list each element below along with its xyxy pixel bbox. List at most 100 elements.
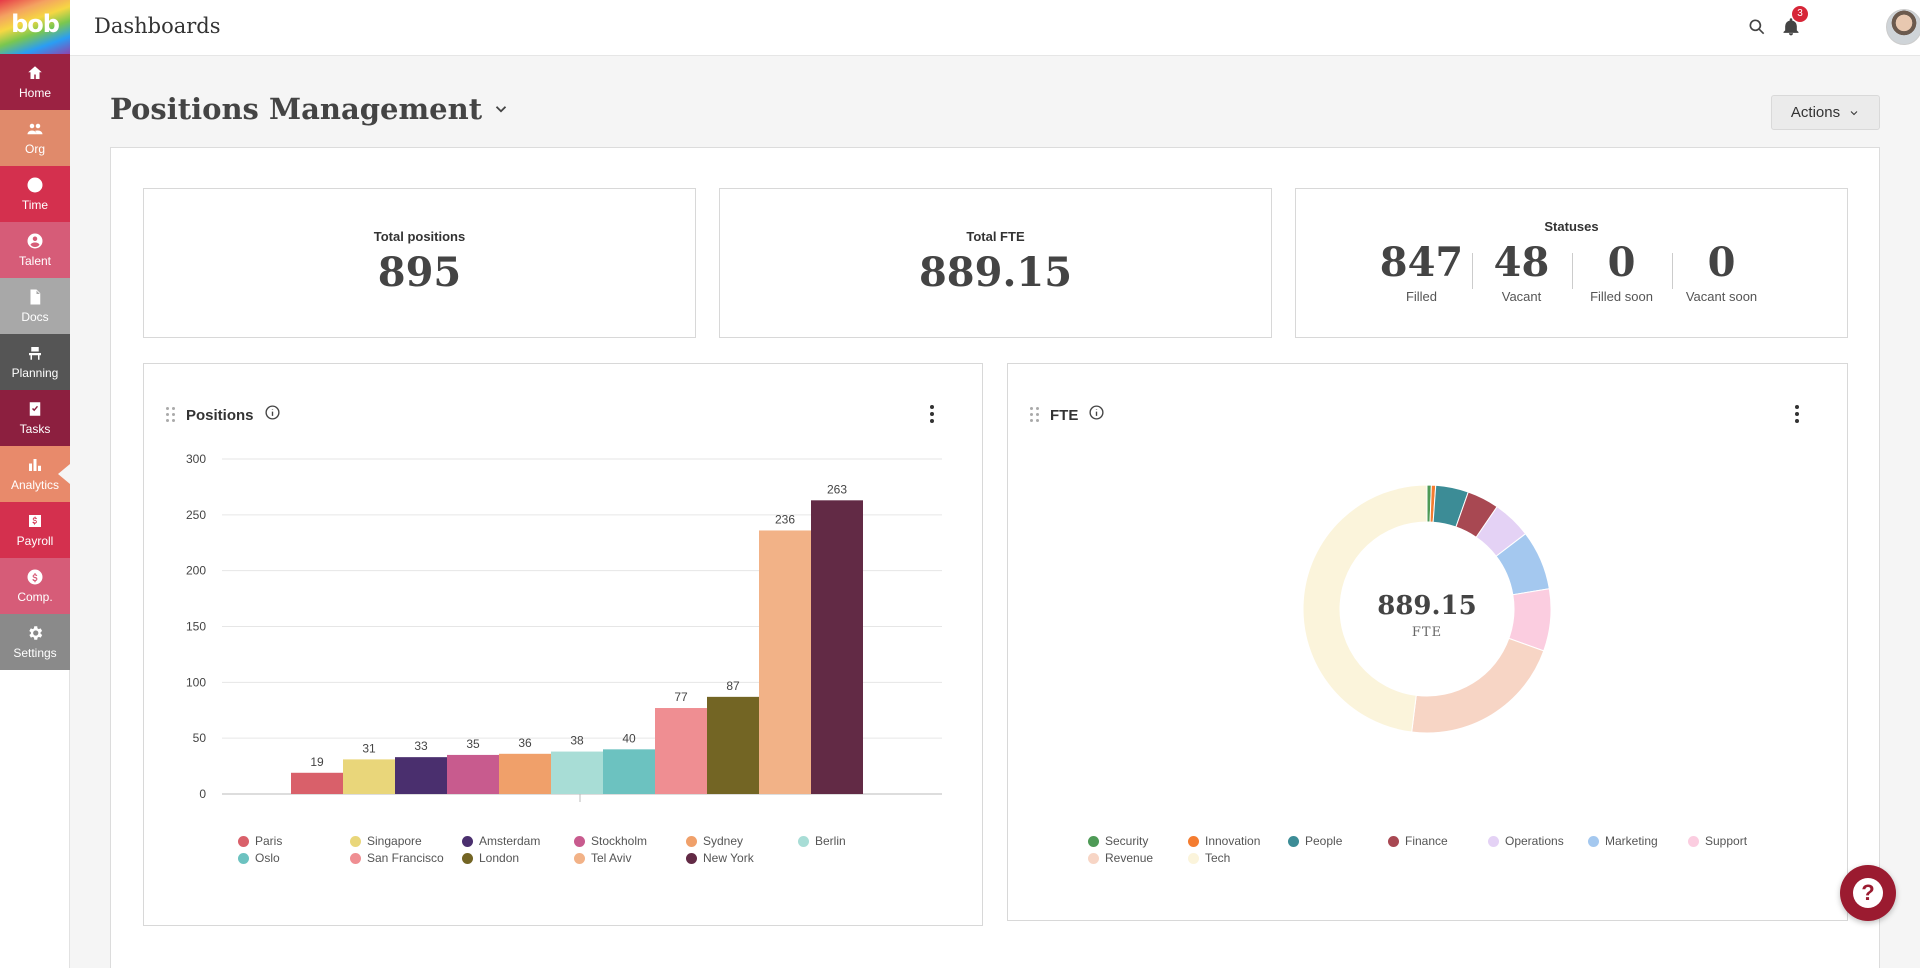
search-icon bbox=[1749, 19, 1765, 35]
legend-item[interactable]: Berlin bbox=[798, 834, 898, 848]
search-button[interactable] bbox=[1744, 14, 1770, 40]
y-tick-label: 0 bbox=[199, 787, 206, 801]
sidebar-item-org[interactable]: Org bbox=[0, 110, 70, 166]
y-tick-label: 300 bbox=[186, 452, 206, 466]
status-vacant: 48 Vacant bbox=[1471, 241, 1572, 304]
legend-swatch bbox=[1088, 852, 1099, 864]
legend-item[interactable]: Stockholm bbox=[574, 834, 686, 848]
sidebar-item-home[interactable]: Home bbox=[0, 54, 70, 110]
bar-new-york[interactable] bbox=[811, 500, 863, 794]
status-value: 847 bbox=[1379, 239, 1464, 286]
legend-swatch bbox=[686, 835, 697, 847]
bell-icon bbox=[1783, 18, 1799, 36]
legend-label: Innovation bbox=[1205, 834, 1261, 848]
legend-swatch bbox=[1188, 835, 1199, 847]
sidebar: bob Home Org Time Talent Docs Planning Tasks An… bbox=[0, 0, 70, 968]
dashboard-selector[interactable]: Positions Management bbox=[110, 92, 510, 126]
sidebar-item-planning[interactable]: Planning bbox=[0, 334, 70, 390]
bob-logo[interactable]: bob bbox=[0, 0, 70, 54]
more-options-icon[interactable] bbox=[922, 402, 942, 426]
sidebar-item-docs[interactable]: Docs bbox=[0, 278, 70, 334]
legend-item[interactable]: Marketing bbox=[1588, 834, 1688, 848]
bar-paris[interactable] bbox=[291, 772, 343, 794]
legend-item[interactable]: Revenue bbox=[1088, 851, 1188, 865]
planning-icon bbox=[29, 347, 41, 360]
legend-item[interactable]: Support bbox=[1688, 834, 1778, 848]
legend-item[interactable]: Amsterdam bbox=[462, 834, 574, 848]
bar-london[interactable] bbox=[707, 696, 759, 794]
legend-item[interactable]: New York bbox=[686, 851, 798, 865]
positions-widget: Positions 0 50 100 150 200 250 300 19 31 33 35 36 38… bbox=[143, 363, 983, 926]
legend-item[interactable]: Singapore bbox=[350, 834, 462, 848]
legend-label: Sydney bbox=[703, 834, 744, 848]
legend-item[interactable]: Tel Aviv bbox=[574, 851, 686, 865]
sidebar-item-time[interactable]: Time bbox=[0, 166, 70, 222]
bar-stockholm[interactable] bbox=[447, 754, 499, 794]
legend-item[interactable]: Oslo bbox=[238, 851, 350, 865]
app-section-title: Dashboards bbox=[94, 14, 221, 38]
help-button[interactable]: ? bbox=[1840, 865, 1896, 921]
sidebar-item-talent[interactable]: Talent bbox=[0, 222, 70, 278]
home-icon bbox=[28, 66, 42, 79]
legend-swatch bbox=[462, 835, 473, 847]
user-avatar[interactable] bbox=[1886, 9, 1920, 45]
legend-item[interactable]: People bbox=[1288, 834, 1388, 848]
more-options-icon[interactable] bbox=[1787, 402, 1807, 426]
bar-sydney[interactable] bbox=[499, 753, 551, 794]
actions-label: Actions bbox=[1790, 104, 1841, 121]
payroll-icon bbox=[29, 515, 41, 527]
bar-value-label: 77 bbox=[674, 690, 688, 704]
positions-legend: Paris Singapore Amsterdam Stockholm Sydney Be… bbox=[238, 834, 898, 865]
legend-item[interactable]: Security bbox=[1088, 834, 1188, 848]
legend-label: People bbox=[1305, 834, 1343, 848]
status-filled-soon: 0 Filled soon bbox=[1571, 241, 1672, 304]
info-icon[interactable] bbox=[264, 404, 281, 426]
bar-singapore[interactable] bbox=[343, 759, 395, 794]
bar-oslo[interactable] bbox=[603, 749, 655, 794]
drag-handle-icon[interactable] bbox=[1030, 407, 1040, 423]
y-tick-label: 100 bbox=[186, 675, 206, 689]
bar-value-label: 35 bbox=[466, 737, 480, 751]
sidebar-item-tasks[interactable]: Tasks bbox=[0, 390, 70, 446]
bar-amsterdam[interactable] bbox=[395, 757, 447, 794]
widget-header: Positions bbox=[166, 404, 281, 426]
sidebar-item-label: Home bbox=[18, 86, 51, 100]
legend-item[interactable]: San Francisco bbox=[350, 851, 462, 865]
legend-item[interactable]: London bbox=[462, 851, 574, 865]
bar-tel-aviv[interactable] bbox=[759, 530, 811, 794]
legend-label: Marketing bbox=[1605, 834, 1658, 848]
legend-label: Support bbox=[1705, 834, 1748, 848]
legend-item[interactable]: Paris bbox=[238, 834, 350, 848]
legend-label: Security bbox=[1105, 834, 1149, 848]
legend-item[interactable]: Finance bbox=[1388, 834, 1488, 848]
drag-handle-icon[interactable] bbox=[166, 407, 176, 423]
actions-button[interactable]: Actions bbox=[1771, 95, 1880, 130]
active-indicator bbox=[58, 464, 70, 484]
donut-slice-tech[interactable] bbox=[1302, 484, 1428, 733]
y-tick-label: 150 bbox=[186, 620, 206, 634]
status-value: 0 bbox=[1707, 239, 1736, 286]
sidebar-item-analytics[interactable]: Analytics bbox=[0, 446, 70, 502]
legend-item[interactable]: Sydney bbox=[686, 834, 798, 848]
sidebar-item-payroll[interactable]: Payroll bbox=[0, 502, 70, 558]
kpi-label: Total FTE bbox=[966, 229, 1025, 244]
fte-legend: Security Innovation People Finance Operation… bbox=[1088, 834, 1778, 865]
bar-berlin[interactable] bbox=[551, 751, 603, 794]
legend-item[interactable]: Tech bbox=[1188, 851, 1288, 865]
info-icon[interactable] bbox=[1088, 404, 1105, 426]
widget-title: Positions bbox=[186, 406, 254, 424]
legend-item[interactable]: Innovation bbox=[1188, 834, 1288, 848]
sidebar-item-settings[interactable]: Settings bbox=[0, 614, 70, 670]
bar-san-francisco[interactable] bbox=[655, 708, 707, 794]
chevron-down-icon bbox=[1850, 110, 1858, 115]
sidebar-nav: Home Org Time Talent Docs Planning Tasks Analyt… bbox=[0, 54, 70, 670]
kpi-label: Statuses bbox=[1544, 219, 1599, 234]
legend-item[interactable]: Operations bbox=[1488, 834, 1588, 848]
legend-swatch bbox=[238, 852, 249, 864]
sidebar-item-label: Tasks bbox=[19, 422, 51, 436]
bar-value-label: 19 bbox=[310, 755, 324, 769]
legend-label: London bbox=[479, 851, 520, 865]
donut-slice-revenue[interactable] bbox=[1411, 637, 1545, 734]
notifications-button[interactable]: 3 bbox=[1778, 6, 1808, 40]
sidebar-item-comp[interactable]: Comp. bbox=[0, 558, 70, 614]
